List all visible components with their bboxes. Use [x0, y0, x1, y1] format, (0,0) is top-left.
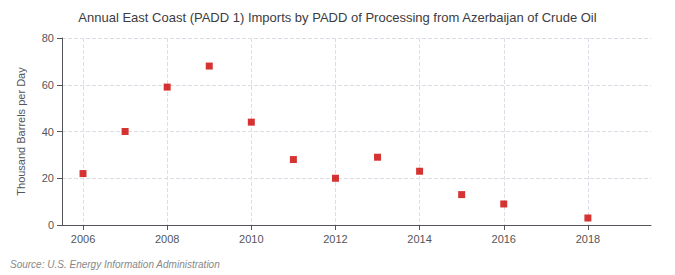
svg-text:0: 0: [48, 219, 54, 231]
svg-text:60: 60: [42, 79, 54, 91]
svg-text:2012: 2012: [323, 233, 347, 245]
svg-text:2006: 2006: [71, 233, 95, 245]
svg-text:2014: 2014: [407, 233, 431, 245]
svg-text:Thousand Barrels per Day: Thousand Barrels per Day: [15, 67, 27, 196]
svg-text:Annual East Coast (PADD 1) Imp: Annual East Coast (PADD 1) Imports by PA…: [78, 10, 596, 25]
svg-text:2008: 2008: [155, 233, 179, 245]
svg-text:Source: U.S. Energy Informatio: Source: U.S. Energy Information Administ…: [10, 259, 220, 270]
svg-text:20: 20: [42, 172, 54, 184]
svg-text:80: 80: [42, 32, 54, 44]
svg-text:2010: 2010: [239, 233, 263, 245]
svg-text:40: 40: [42, 126, 54, 138]
svg-text:2016: 2016: [492, 233, 516, 245]
svg-text:2018: 2018: [576, 233, 600, 245]
